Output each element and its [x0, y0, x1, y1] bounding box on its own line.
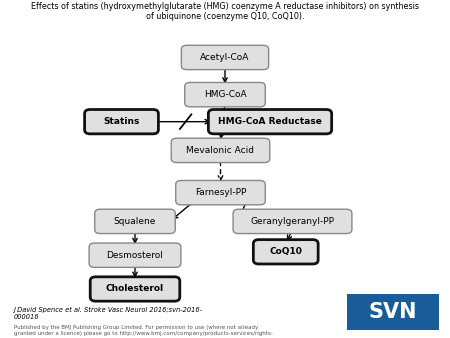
- FancyBboxPatch shape: [181, 45, 269, 70]
- Text: J David Spence et al. Stroke Vasc Neurol 2016;svn-2016-: J David Spence et al. Stroke Vasc Neurol…: [14, 307, 203, 313]
- Text: Geranylgeranyl-PP: Geranylgeranyl-PP: [251, 217, 334, 226]
- FancyBboxPatch shape: [208, 110, 332, 134]
- FancyBboxPatch shape: [346, 294, 439, 330]
- FancyBboxPatch shape: [85, 110, 158, 134]
- Text: 000016: 000016: [14, 314, 39, 320]
- FancyBboxPatch shape: [89, 243, 181, 267]
- FancyBboxPatch shape: [233, 209, 352, 234]
- Text: Farnesyl-PP: Farnesyl-PP: [195, 188, 246, 197]
- FancyBboxPatch shape: [184, 82, 265, 107]
- Text: Squalene: Squalene: [114, 217, 156, 226]
- Text: Statins: Statins: [104, 117, 140, 126]
- Text: Cholesterol: Cholesterol: [106, 285, 164, 293]
- Text: Desmosterol: Desmosterol: [107, 251, 163, 260]
- Text: Published by the BMJ Publishing Group Limited. For permission to use (where not : Published by the BMJ Publishing Group Li…: [14, 325, 258, 330]
- FancyBboxPatch shape: [94, 209, 175, 234]
- Text: HMG-CoA Reductase: HMG-CoA Reductase: [218, 117, 322, 126]
- FancyBboxPatch shape: [176, 180, 265, 205]
- FancyBboxPatch shape: [253, 240, 318, 264]
- Text: granted under a licence) please go to http://www.bmj.com/company/products-servic: granted under a licence) please go to ht…: [14, 331, 272, 336]
- Text: Acetyl-CoA: Acetyl-CoA: [200, 53, 250, 62]
- FancyBboxPatch shape: [90, 277, 180, 301]
- Text: Effects of statins (hydroxymethylglutarate (HMG) coenzyme A reductase inhibitors: Effects of statins (hydroxymethylglutara…: [31, 2, 419, 11]
- Text: of ubiquinone (coenzyme Q10, CoQ10).: of ubiquinone (coenzyme Q10, CoQ10).: [146, 12, 304, 21]
- Text: Mevalonic Acid: Mevalonic Acid: [186, 146, 255, 155]
- Text: SVN: SVN: [369, 302, 417, 322]
- FancyBboxPatch shape: [171, 138, 270, 163]
- Text: CoQ10: CoQ10: [269, 247, 302, 256]
- Text: HMG-CoA: HMG-CoA: [204, 90, 246, 99]
